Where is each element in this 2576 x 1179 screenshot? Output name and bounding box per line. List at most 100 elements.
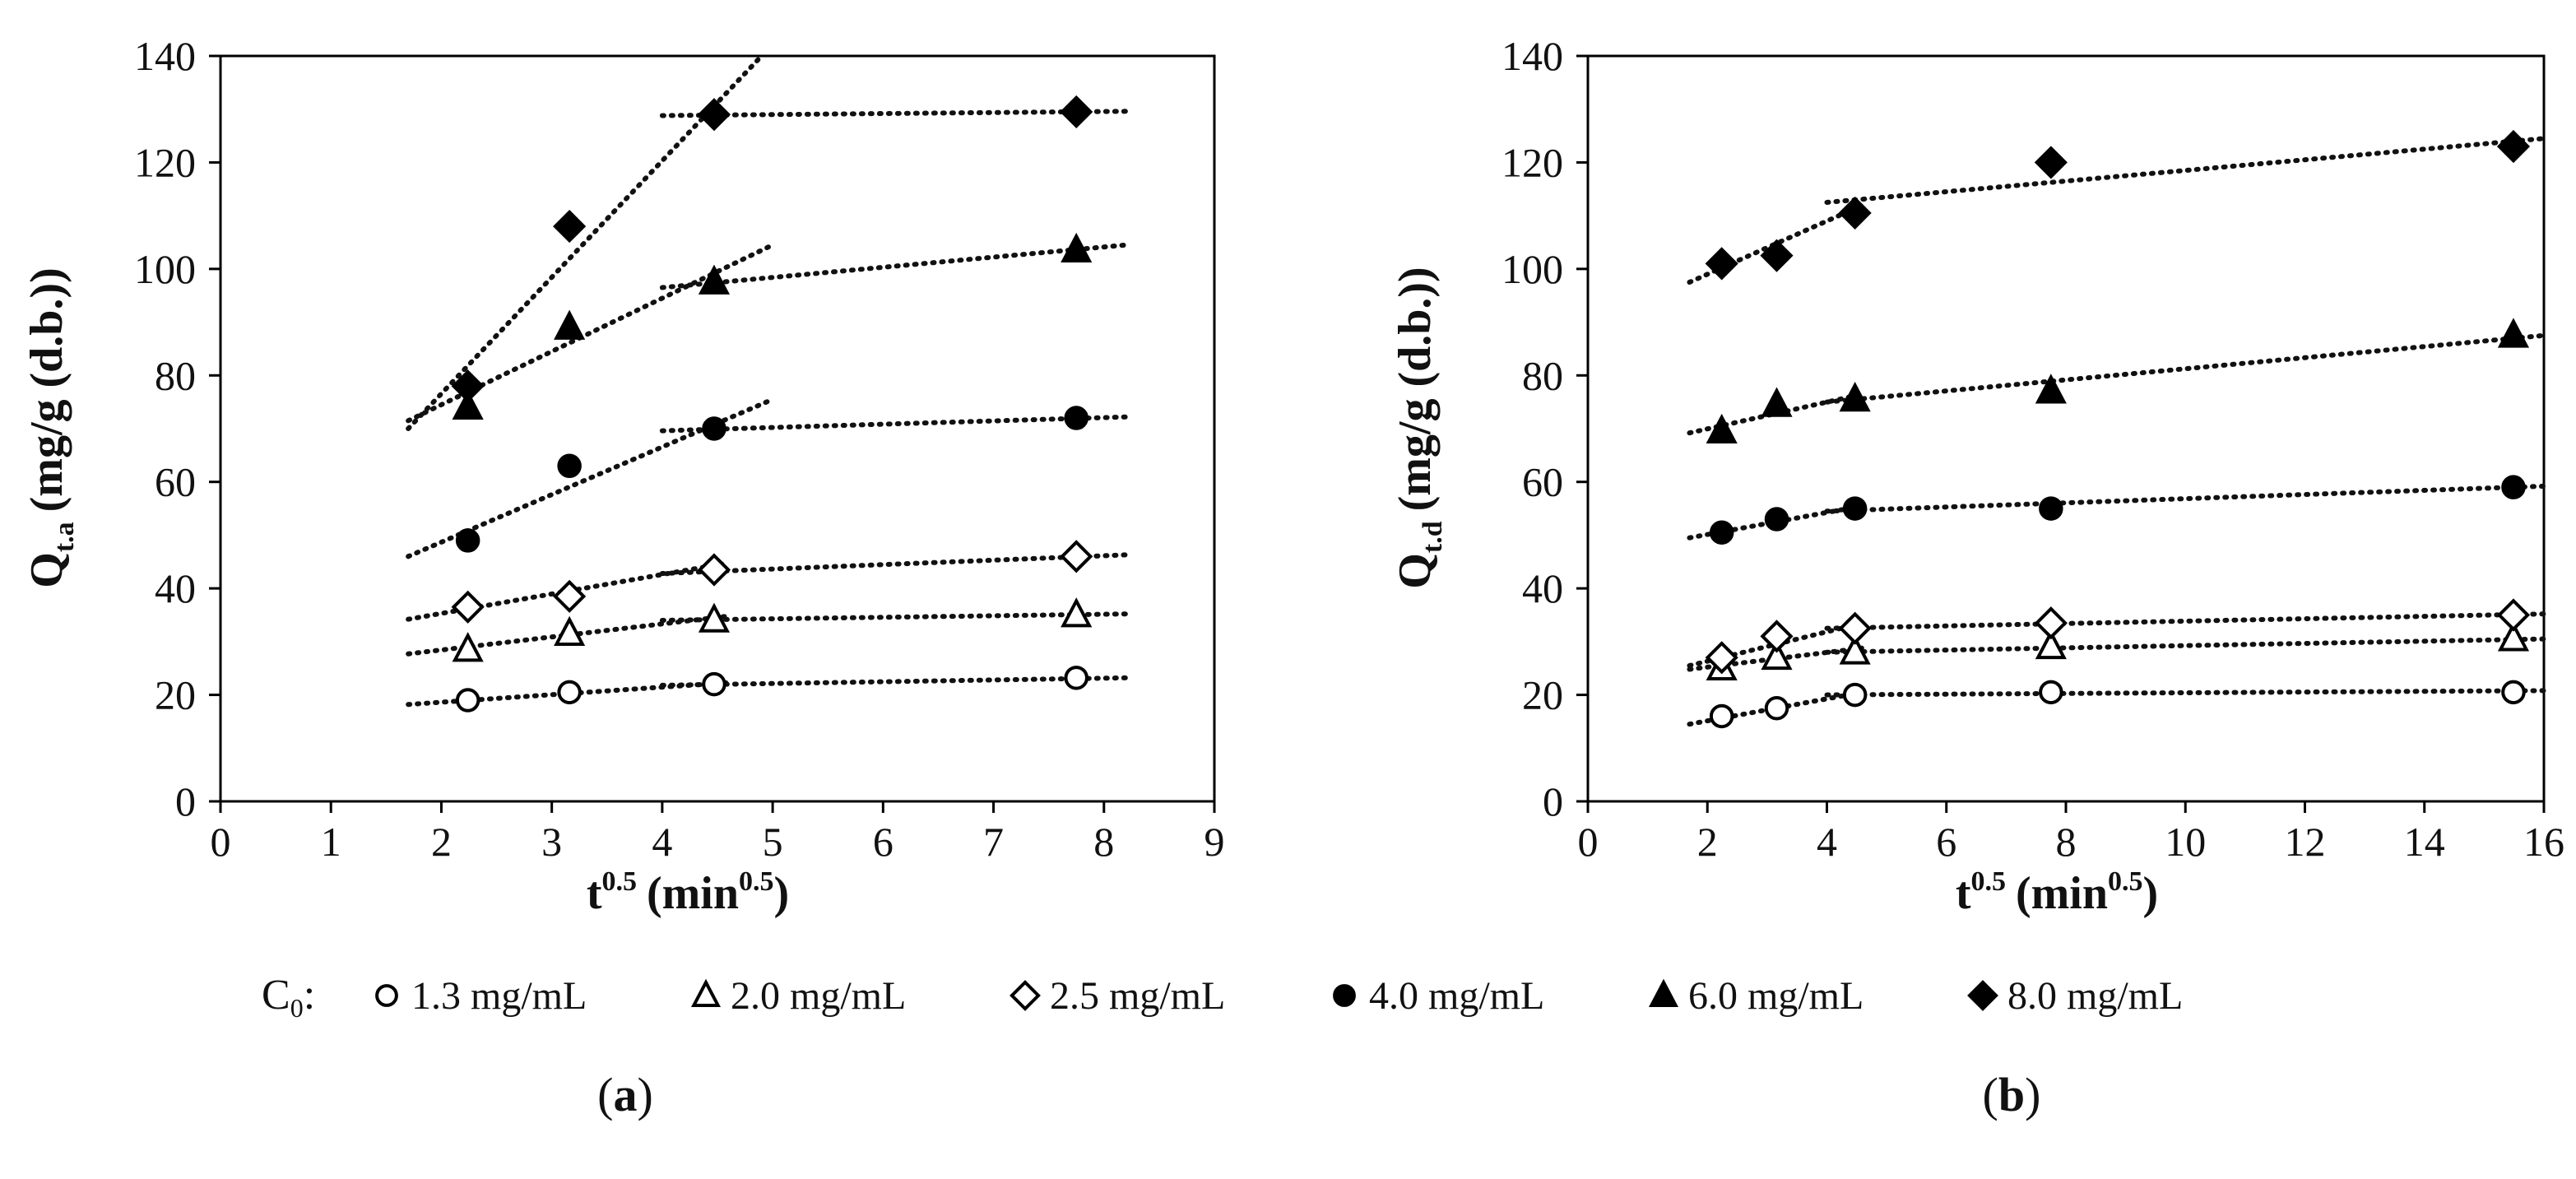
legend-item: 1.3 mg/mL [375, 974, 587, 1018]
data-point [1839, 382, 1871, 412]
data-point [2035, 374, 2067, 404]
legend-label: 2.5 mg/mL [1050, 974, 1225, 1018]
trendline [1824, 136, 2546, 205]
data-point [2039, 496, 2063, 521]
x-tick-label: 8 [2056, 819, 2077, 865]
y-tick-label: 0 [175, 778, 196, 824]
x-tick-label: 4 [652, 819, 672, 865]
x-axis-title-b: t0.5 (min0.5) [1956, 866, 2158, 919]
y-tick-label: 40 [1522, 565, 1563, 611]
legend-items: 1.3 mg/mL 2.0 mg/mL 2.5 mg/mL 4.0 mg/mL 6.0 … [375, 974, 2183, 1018]
data-point [1060, 95, 1093, 129]
legend-marker [1967, 980, 1998, 1011]
data-point [697, 553, 731, 587]
x-tick-label: 3 [541, 819, 562, 865]
y-tick-label: 120 [134, 139, 196, 185]
y-tick-label: 100 [1502, 246, 1563, 292]
panel-label-a: (a) [597, 1068, 653, 1121]
legend-marker [1648, 978, 1679, 1007]
data-point [451, 369, 485, 403]
legend-marker [1333, 984, 1356, 1007]
data-point [1705, 247, 1738, 281]
legend-marker [375, 984, 398, 1007]
data-point [455, 528, 480, 553]
x-axis-title-a: t0.5 (min0.5) [587, 866, 789, 919]
x-tick-label: 12 [2285, 819, 2326, 865]
data-point [2496, 598, 2531, 632]
y-tick-label: 0 [1543, 778, 1563, 824]
data-point [2039, 680, 2063, 705]
trendline [1824, 636, 2546, 655]
legend-label: 8.0 mg/mL [2007, 974, 2183, 1018]
legend-label: 4.0 mg/mL [1369, 974, 1544, 1018]
data-point [2034, 146, 2068, 179]
data-point [1838, 196, 1872, 230]
x-tick-label: 10 [2165, 819, 2206, 865]
data-point [1764, 696, 1789, 721]
x-tick-label: 1 [321, 819, 341, 865]
x-tick-label: 0 [1578, 819, 1599, 865]
x-tick-label: 8 [1093, 819, 1114, 865]
legend-item: 2.0 mg/mL [690, 974, 906, 1018]
data-point [2497, 318, 2530, 348]
data-point [455, 688, 480, 713]
legend-marker [1010, 980, 1041, 1011]
y-axis-title-b: Qt.d(mg/g (d.b.)) [1390, 267, 1448, 588]
data-point [1760, 239, 1794, 272]
data-point [452, 389, 484, 420]
data-point [2035, 629, 2067, 660]
y-tick-label: 80 [155, 352, 196, 398]
legend: C0: 1.3 mg/mL 2.0 mg/mL 2.5 mg/mL 4.0 mg/mL… [262, 972, 2183, 1023]
data-point [2496, 129, 2531, 164]
data-point [451, 590, 485, 624]
trendline [1824, 483, 2546, 514]
x-tick-label: 5 [763, 819, 783, 865]
data-point [1064, 666, 1088, 690]
data-point [554, 615, 586, 646]
data-point [553, 579, 587, 613]
trendline [659, 552, 1129, 577]
x-tick-label: 16 [2523, 819, 2564, 865]
chart-panel-a: 0 1 2 3 4 5 6 7 8 9 0 20 40 60 80 100 120 140 Qt.a(mg/g (… [21, 33, 1225, 1121]
plot-area-b [1586, 54, 2546, 803]
data-point [2034, 606, 2068, 640]
data-point [1764, 507, 1789, 531]
data-point [557, 680, 582, 705]
data-point [1842, 682, 1868, 708]
data-point [697, 98, 731, 132]
data-point [2501, 475, 2526, 499]
x-tick-label: 2 [431, 819, 452, 865]
x-tick-label: 2 [1697, 819, 1718, 865]
data-point [1705, 641, 1738, 675]
data-points-b [1705, 129, 2531, 729]
data-point [1060, 540, 1093, 573]
x-tick-label: 6 [1936, 819, 1956, 865]
data-point [698, 602, 731, 633]
data-point [452, 632, 484, 662]
legend-item: 4.0 mg/mL [1333, 974, 1544, 1018]
data-point [1064, 406, 1088, 430]
legend-item: 6.0 mg/mL [1648, 974, 1864, 1018]
data-point [1709, 703, 1734, 729]
x-tick-label: 7 [983, 819, 1004, 865]
chart-panel-b: 0 2 4 6 8 10 12 14 16 0 20 40 60 80 100 120 140 Qt.d(mg/… [1390, 33, 2564, 1121]
data-points-a [451, 95, 1093, 713]
data-point [1706, 413, 1738, 444]
legend-label: 2.0 mg/mL [731, 974, 906, 1018]
data-point [702, 416, 726, 441]
legend-label: 6.0 mg/mL [1688, 974, 1864, 1018]
x-tick-label: 0 [211, 819, 231, 865]
data-point [1760, 620, 1794, 653]
data-point [1838, 611, 1872, 645]
data-point [702, 671, 726, 697]
y-tick-label: 80 [1522, 352, 1563, 398]
ticks-a: 0 1 2 3 4 5 6 7 8 9 0 20 40 60 80 100 120 140 [134, 33, 1225, 865]
ticks-b: 0 2 4 6 8 10 12 14 16 0 20 40 60 80 100 120 140 [1502, 33, 2564, 865]
trendline [1824, 332, 2546, 405]
data-point [557, 453, 582, 479]
x-tick-label: 4 [1817, 819, 1837, 865]
data-point [1761, 639, 1793, 671]
data-point [698, 264, 731, 295]
data-point [1061, 232, 1093, 263]
